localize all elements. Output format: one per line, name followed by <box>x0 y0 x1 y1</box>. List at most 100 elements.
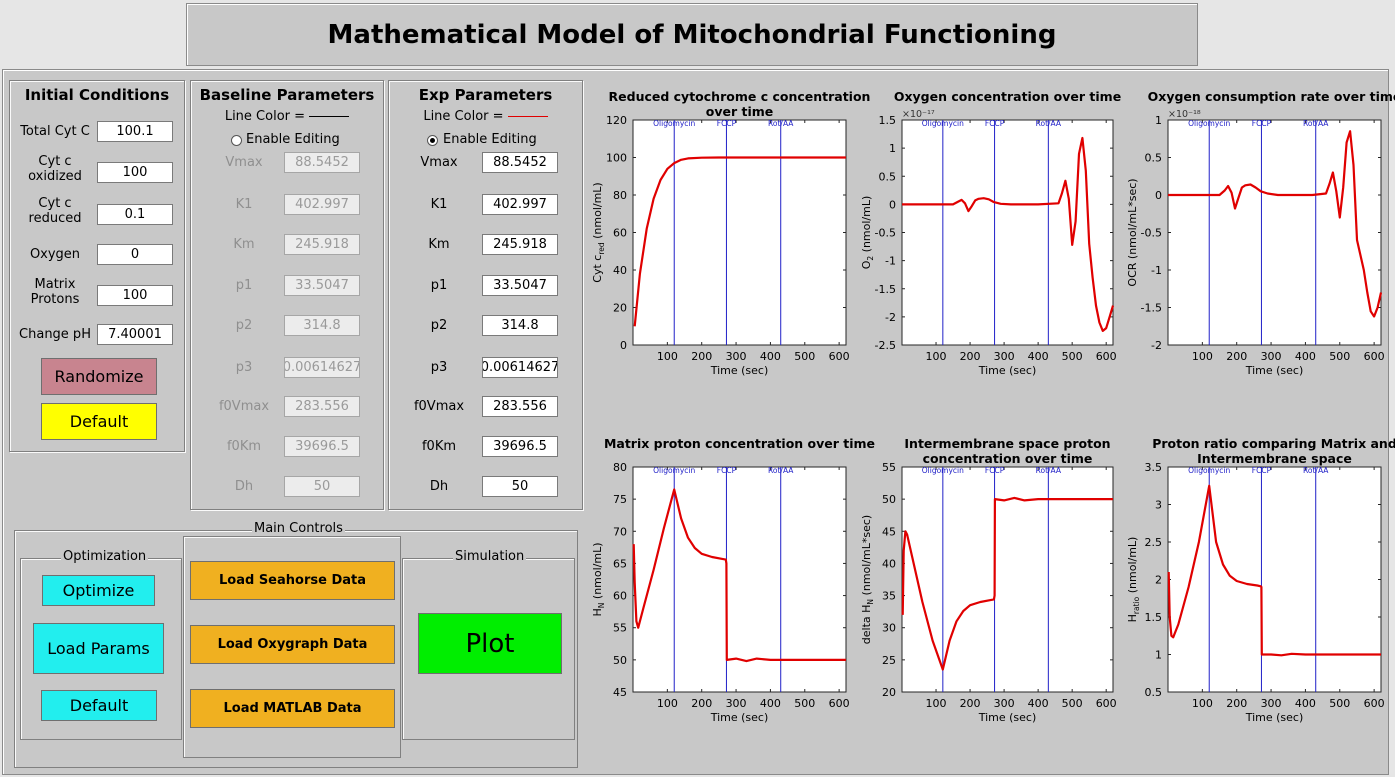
exp-parameters-title: Exp Parameters <box>418 86 553 104</box>
event-label: Oligomycin <box>1188 466 1230 475</box>
exp-param-input[interactable]: 314.8 <box>482 315 558 336</box>
load-oxygraph-label: Load Oxygraph Data <box>217 637 368 652</box>
baseline-param-input: 88.5452 <box>284 152 360 173</box>
baseline-param-input: 39696.5 <box>284 436 360 457</box>
x-tick-label: 600 <box>1096 350 1117 363</box>
x-axis-label: Time (sec) <box>978 364 1037 377</box>
x-tick-label: 600 <box>1364 697 1385 710</box>
y-tick-label: 3.5 <box>1145 461 1163 474</box>
plot-area <box>632 466 847 693</box>
y-axis-label-unit: (nmol/mL) <box>591 182 604 242</box>
y-tick-label: 50 <box>613 654 627 667</box>
y-tick-label: 120 <box>606 114 627 127</box>
y-tick-label: 65 <box>613 557 627 570</box>
default-initial-button[interactable]: Default <box>41 403 157 440</box>
exp-param-input[interactable]: 283.556 <box>482 396 558 417</box>
y-axis-label-unit: (nmol/mL*sec) <box>860 515 873 599</box>
exp-param-input[interactable]: 88.5452 <box>482 152 558 173</box>
event-label: FCCP <box>717 119 737 128</box>
ic-label: Total Cyt C <box>20 124 90 139</box>
load-params-label: Load Params <box>47 639 150 658</box>
exp-enable-radio[interactable] <box>427 135 438 146</box>
load-oxygraph-button[interactable]: Load Oxygraph Data <box>190 625 395 664</box>
x-tick-label: 200 <box>1226 350 1247 363</box>
y-tick-label: -2.5 <box>875 339 896 352</box>
exp-param-label: p2 <box>430 318 448 333</box>
default-optimization-button[interactable]: Default <box>41 690 157 721</box>
baseline-param-input: 0.00614627 <box>284 357 360 378</box>
baseline-parameters-panel: Baseline Parameters Line Color = Enable … <box>190 80 384 510</box>
ic-input[interactable]: 0 <box>97 244 173 265</box>
exp-param-input[interactable]: 50 <box>482 476 558 497</box>
exp-param-label: p1 <box>430 278 448 293</box>
x-tick-label: 300 <box>726 697 747 710</box>
x-tick-label: 100 <box>657 697 678 710</box>
optimize-button[interactable]: Optimize <box>42 575 155 606</box>
default-initial-label: Default <box>69 412 129 431</box>
ic-input[interactable]: 100 <box>97 162 173 183</box>
event-label: Oligomycin <box>1188 119 1230 128</box>
chart-svg: 100 200 300 400 500 600 0.5 1 1.5 2 2.5 3 3.5 Oligomy… <box>1126 461 1385 724</box>
x-tick-label: 100 <box>926 350 947 363</box>
y-tick-label: 1 <box>1155 649 1162 662</box>
baseline-line-color-swatch <box>309 116 350 117</box>
y-tick-label: 75 <box>613 493 627 506</box>
baseline-param-label: p1 <box>235 278 253 293</box>
ic-label: Change pH <box>19 327 91 342</box>
y-tick-label: 0.5 <box>879 170 897 183</box>
ic-input[interactable]: 100 <box>97 285 173 306</box>
chart-svg: 100 200 300 400 500 600 -2 -1.5 -1 -0.5 0 0.5 1 ×10⁻¹… <box>1126 109 1385 377</box>
y-tick-label: -1.5 <box>1141 302 1162 315</box>
chart-panel: Oxygen concentration over time 100 200 300 4… <box>856 88 1125 385</box>
load-matlab-button[interactable]: Load MATLAB Data <box>190 689 395 728</box>
y-tick-label: 20 <box>882 686 896 699</box>
y-axis-label-main: H <box>591 608 604 616</box>
event-label: FCCP <box>717 466 737 475</box>
exp-param-label: K1 <box>430 197 448 212</box>
y-tick-label: 1 <box>889 142 896 155</box>
exp-parameters-panel: Exp Parameters Line Color = Enable Editi… <box>388 80 583 510</box>
y-axis-label-unit: (nmol/mL) <box>860 196 873 256</box>
plot-button[interactable]: Plot <box>418 613 562 674</box>
x-tick-label: 600 <box>1096 697 1117 710</box>
baseline-line-color-label: Line Color = <box>224 109 306 124</box>
event-label: Rot/AA <box>768 119 794 128</box>
chart-svg: 100 200 300 400 500 600 0 20 40 60 80 100 120 Oligomy… <box>591 114 850 377</box>
exponent-label: ×10⁻¹⁸ <box>1168 109 1201 120</box>
x-axis-label: Time (sec) <box>710 711 769 724</box>
ic-label: Cyt c oxidized <box>28 154 82 184</box>
default-optimization-label: Default <box>69 696 129 715</box>
x-tick-label: 200 <box>691 697 712 710</box>
data-series-line <box>1168 130 1383 318</box>
exp-param-input[interactable]: 402.997 <box>482 194 558 215</box>
load-matlab-label: Load MATLAB Data <box>223 701 362 716</box>
x-tick-label: 500 <box>1062 350 1083 363</box>
y-axis-label-main: delta H <box>860 605 873 645</box>
randomize-button[interactable]: Randomize <box>41 358 157 395</box>
chart-svg: 100 200 300 400 500 600 45 50 55 60 65 70 75 80 Oligom… <box>591 461 850 724</box>
y-axis-label: delta HN (nmol/mL*sec) <box>860 515 875 644</box>
baseline-param-input: 33.5047 <box>284 275 360 296</box>
chart-title: Proton ratio comparing Matrix and Interm… <box>1152 436 1395 466</box>
exp-param-input[interactable]: 33.5047 <box>482 275 558 296</box>
plot-area <box>1167 119 1382 346</box>
baseline-param-label: Dh <box>234 479 254 494</box>
load-params-button[interactable]: Load Params <box>33 623 164 674</box>
exp-param-input[interactable]: 39696.5 <box>482 436 558 457</box>
ic-input[interactable]: 7.40001 <box>97 324 173 345</box>
simulation-title: Simulation <box>453 549 527 564</box>
ic-input[interactable]: 100.1 <box>97 121 173 142</box>
ic-input[interactable]: 0.1 <box>97 204 173 225</box>
load-seahorse-button[interactable]: Load Seahorse Data <box>190 561 395 600</box>
y-tick-label: 0 <box>889 198 896 211</box>
y-axis-label-main: Cyt c <box>591 255 604 283</box>
exp-param-input[interactable]: 245.918 <box>482 234 558 255</box>
y-tick-label: 30 <box>882 622 896 635</box>
baseline-enable-radio[interactable] <box>231 135 242 146</box>
exp-param-input[interactable]: 0.00614627 <box>482 357 558 378</box>
exp-line-color-swatch <box>507 116 548 117</box>
exp-line-color-label: Line Color = <box>423 109 504 124</box>
y-tick-label: 25 <box>882 654 896 667</box>
y-tick-label: 70 <box>613 525 627 538</box>
x-tick-label: 500 <box>1329 350 1350 363</box>
